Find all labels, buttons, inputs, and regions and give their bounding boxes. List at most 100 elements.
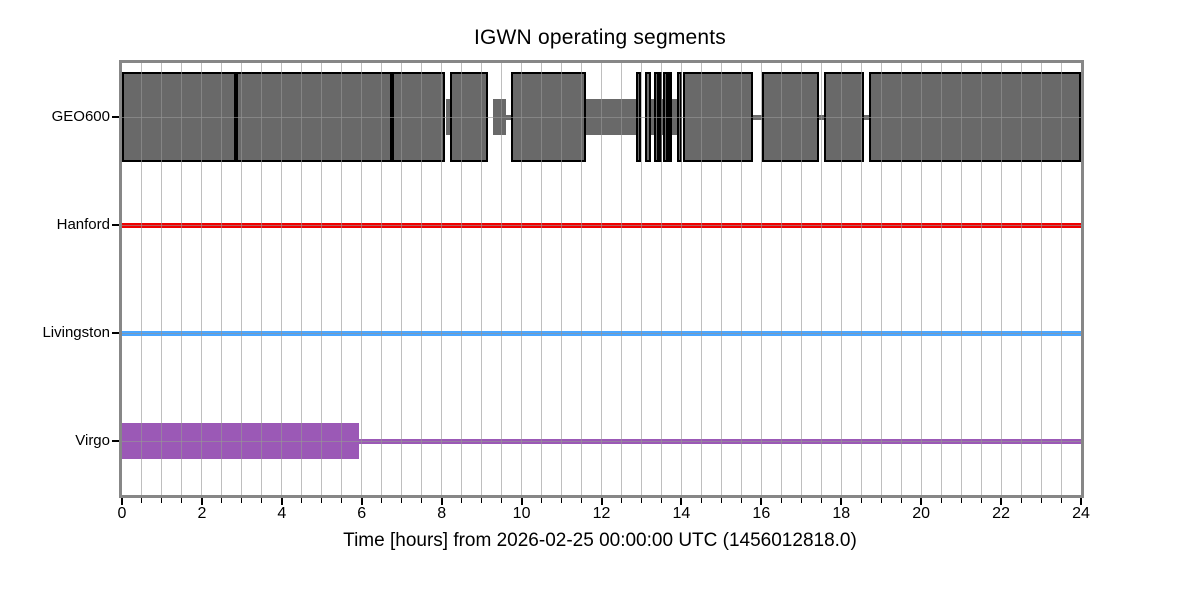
- x-tick-minor: [880, 498, 882, 503]
- chart-title: IGWN operating segments: [473, 26, 727, 49]
- x-tick-label: 12: [592, 505, 611, 522]
- x-tick-major: [1000, 498, 1003, 505]
- y-axis-label-Hanford: Hanford: [56, 216, 110, 233]
- x-tick-label: 0: [117, 505, 127, 522]
- gridline-vertical: [501, 63, 503, 495]
- x-tick-minor: [141, 498, 143, 503]
- x-tick-label: 24: [1072, 505, 1090, 522]
- x-tick-minor: [161, 498, 163, 503]
- x-tick-major: [1080, 498, 1082, 505]
- x-tick-minor: [301, 498, 303, 503]
- x-tick-minor: [561, 498, 563, 503]
- gridline-vertical: [880, 63, 882, 495]
- gridline-vertical: [581, 63, 583, 495]
- x-tick-label: 14: [672, 505, 691, 522]
- y-tick: [112, 440, 119, 442]
- x-tick-major: [520, 498, 523, 505]
- x-tick-label: 6: [357, 505, 367, 522]
- x-tick-minor: [780, 498, 782, 503]
- x-tick-minor: [700, 498, 702, 503]
- gridline-vertical: [381, 63, 383, 495]
- x-tick-minor: [900, 498, 902, 503]
- x-tick-major: [680, 498, 683, 505]
- x-tick-minor: [461, 498, 463, 503]
- x-tick-major: [920, 498, 923, 505]
- gridline-horizontal: [122, 116, 1081, 118]
- gridline-vertical: [141, 63, 143, 495]
- gridline-vertical: [481, 63, 483, 495]
- x-tick-minor: [740, 498, 742, 503]
- gridline-vertical: [760, 63, 762, 495]
- x-tick-label: 16: [752, 505, 771, 522]
- x-tick-label: 22: [992, 505, 1010, 522]
- gridline-vertical: [1020, 63, 1022, 495]
- x-tick-minor: [501, 498, 503, 503]
- gridline-vertical: [241, 63, 243, 495]
- x-tick-minor: [980, 498, 982, 503]
- gridline-vertical: [421, 63, 423, 495]
- x-tick-minor: [321, 498, 323, 503]
- gridline-vertical: [161, 63, 163, 495]
- gridline-vertical: [720, 63, 722, 495]
- x-tick-minor: [940, 498, 942, 503]
- gridline-vertical: [860, 63, 862, 495]
- gridline-vertical: [940, 63, 942, 495]
- x-tick-minor: [381, 498, 383, 503]
- gridline-vertical: [1060, 63, 1062, 495]
- x-tick-minor: [581, 498, 583, 503]
- x-axis-label: Time [hours] from 2026-02-25 00:00:00 UT…: [343, 530, 857, 551]
- x-tick-minor: [221, 498, 223, 503]
- y-tick: [112, 224, 119, 226]
- gridline-vertical: [960, 63, 962, 495]
- x-tick-minor: [1060, 498, 1062, 503]
- x-tick-major: [440, 498, 443, 505]
- x-tick-minor: [660, 498, 662, 503]
- gridline-vertical: [441, 63, 443, 495]
- x-tick-minor: [620, 498, 622, 503]
- x-tick-major: [760, 498, 763, 505]
- gridline-vertical: [640, 63, 642, 495]
- gridline-vertical: [401, 63, 403, 495]
- gridline-vertical: [521, 63, 523, 495]
- x-tick-label: 18: [832, 505, 851, 522]
- gridline-vertical: [780, 63, 782, 495]
- x-tick-label: 8: [437, 505, 447, 522]
- gridline-vertical: [920, 63, 922, 495]
- gridline-vertical: [341, 63, 343, 495]
- gridline-vertical: [660, 63, 662, 495]
- x-tick-minor: [341, 498, 343, 503]
- gridline-vertical: [1000, 63, 1002, 495]
- x-tick-minor: [541, 498, 543, 503]
- y-tick: [112, 116, 119, 118]
- gridline-vertical: [181, 63, 183, 495]
- gridline-vertical: [620, 63, 622, 495]
- x-tick-major: [600, 498, 603, 505]
- x-tick-major: [121, 498, 123, 505]
- x-tick-major: [280, 498, 283, 505]
- gridline-vertical: [201, 63, 203, 495]
- x-tick-minor: [640, 498, 642, 503]
- x-tick-minor: [1040, 498, 1042, 503]
- plot-area: [119, 60, 1084, 498]
- gridline-horizontal: [122, 224, 1081, 226]
- gridline-vertical: [561, 63, 563, 495]
- gridline-horizontal: [122, 440, 1081, 442]
- gridline-vertical: [680, 63, 682, 495]
- x-tick-label: 4: [277, 505, 287, 522]
- gridline-vertical: [601, 63, 602, 495]
- gridline-vertical: [541, 63, 543, 495]
- gridline-vertical: [361, 63, 363, 495]
- x-tick-minor: [401, 498, 403, 503]
- x-tick-minor: [261, 498, 263, 503]
- gridline-vertical: [301, 63, 303, 495]
- x-tick-label: 10: [512, 505, 531, 522]
- gridline-vertical: [321, 63, 323, 495]
- y-axis-label-Livingston: Livingston: [42, 324, 110, 341]
- gridline-vertical: [740, 63, 742, 495]
- gridline-vertical: [700, 63, 702, 495]
- y-axis-label-GEO600: GEO600: [51, 108, 110, 125]
- gridline-horizontal: [122, 332, 1081, 334]
- x-tick-minor: [1020, 498, 1022, 503]
- gridline-vertical: [281, 63, 283, 495]
